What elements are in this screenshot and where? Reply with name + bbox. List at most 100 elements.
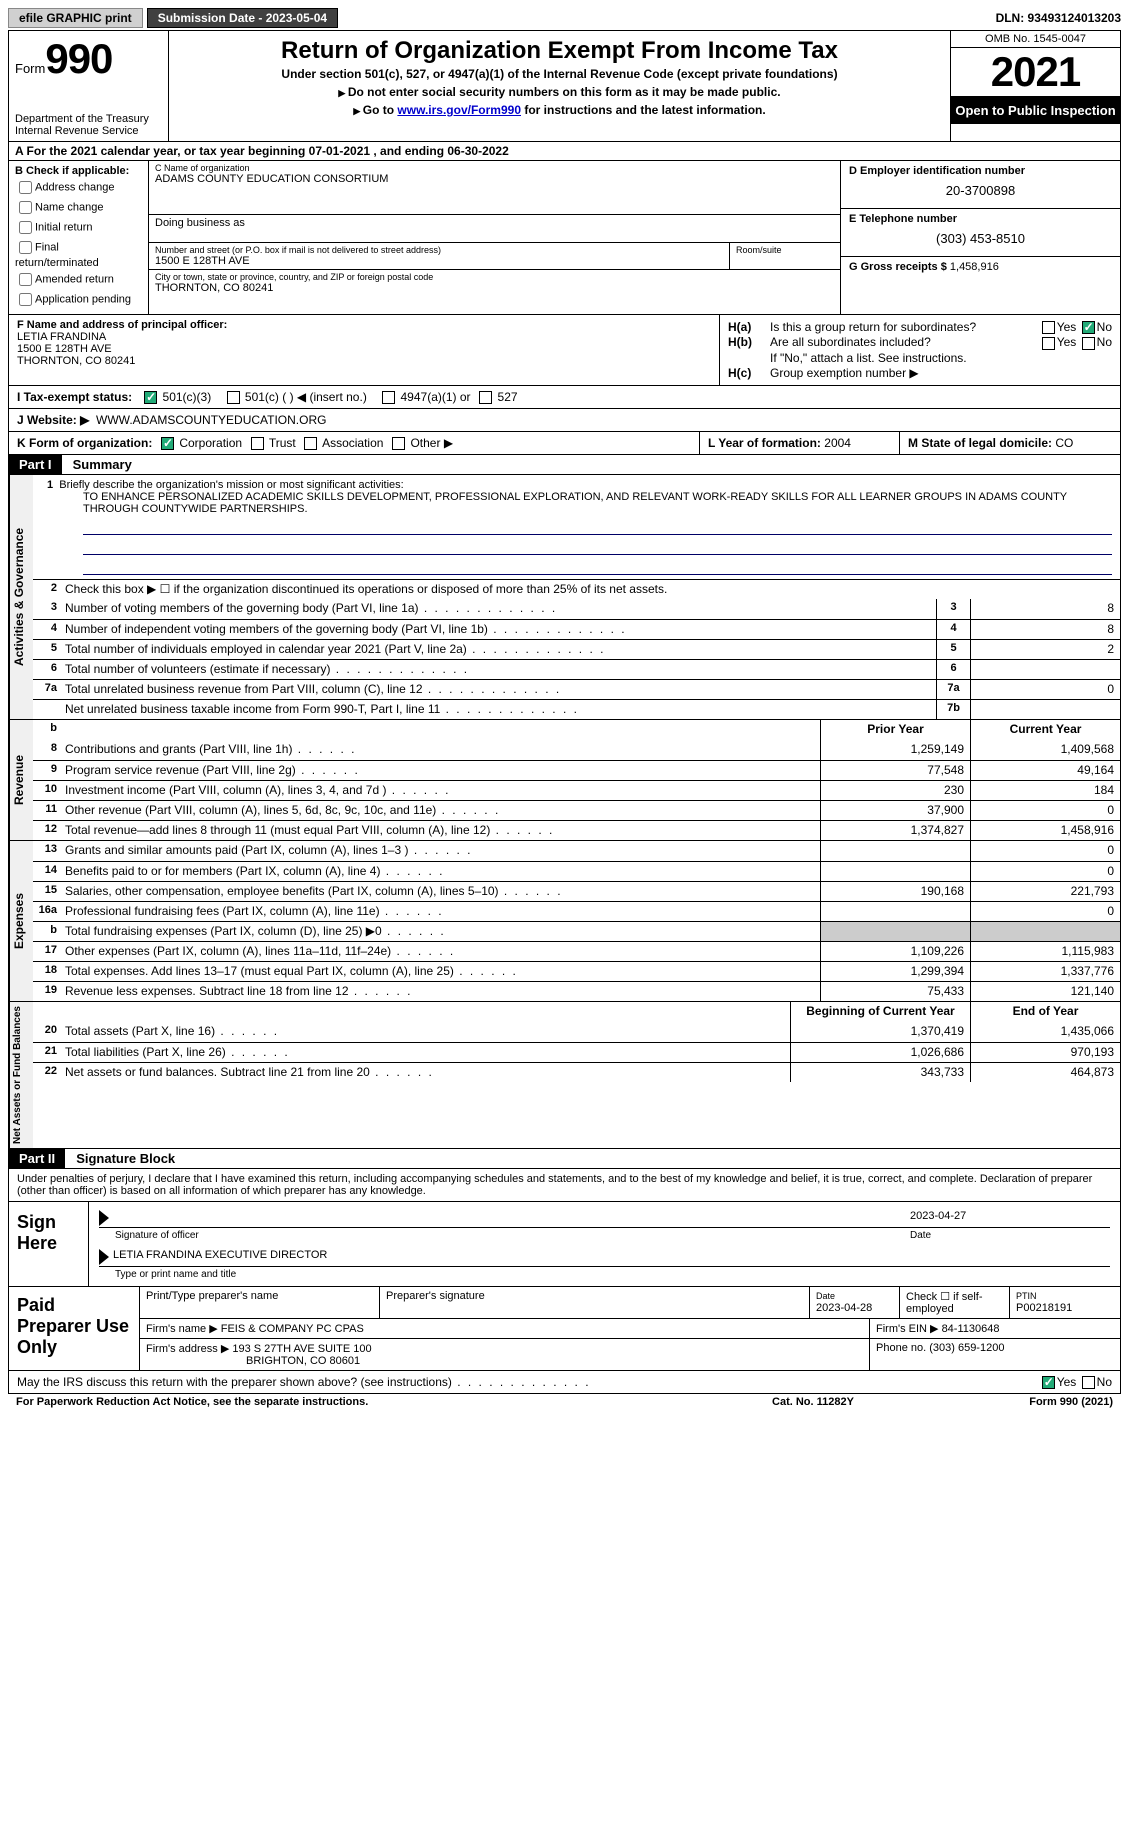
table-row: 3 Number of voting members of the govern… (33, 599, 1120, 619)
hb-options: Yes No (982, 335, 1112, 349)
expenses-block: Expenses 13 Grants and similar amounts p… (9, 841, 1120, 1002)
org-name-box: C Name of organization ADAMS COUNTY EDUC… (149, 161, 840, 215)
table-row: 7a Total unrelated business revenue from… (33, 679, 1120, 699)
ha-yes-checkbox[interactable] (1042, 321, 1055, 334)
mission-block: 1 Briefly describe the organization's mi… (33, 475, 1120, 579)
street-box: Number and street (or P.O. box if mail i… (149, 243, 730, 269)
col-b-header: B Check if applicable: (15, 165, 142, 177)
discuss-yes-checkbox[interactable] (1042, 1376, 1055, 1389)
chk-app-pending[interactable]: Application pending (15, 290, 142, 309)
chk-name-change[interactable]: Name change (15, 198, 142, 217)
officer-street: 1500 E 128TH AVE (17, 343, 711, 355)
submission-button[interactable]: Submission Date - 2023-05-04 (147, 8, 338, 28)
chk-corp[interactable] (161, 437, 174, 450)
dept-treasury: Department of the Treasury (15, 113, 162, 125)
chk-address-change[interactable]: Address change (15, 178, 142, 197)
firm-phone: (303) 659-1200 (929, 1342, 1004, 1354)
chk-final-return[interactable]: Final return/terminated (15, 238, 142, 269)
k-form-org: K Form of organization: Corporation Trus… (9, 432, 700, 454)
website-label: J Website: ▶ (17, 413, 89, 427)
line-2: 2 Check this box ▶ ☐ if the organization… (33, 579, 1120, 599)
m-state: M State of legal domicile: CO (900, 432, 1120, 454)
expenses-body: 13 Grants and similar amounts paid (Part… (33, 841, 1120, 1001)
prep-date: 2023-04-28 (816, 1302, 872, 1314)
officer-label: F Name and address of principal officer: (17, 319, 711, 331)
chk-amended[interactable]: Amended return (15, 270, 142, 289)
subtitle-3: Go to www.irs.gov/Form990 for instructio… (179, 103, 940, 117)
form-number: 990 (45, 35, 112, 82)
hb-yes-checkbox[interactable] (1042, 337, 1055, 350)
l-year: L Year of formation: 2004 (700, 432, 900, 454)
hc-text: Group exemption number ▶ (770, 366, 1112, 380)
form-ref: Form 990 (2021) (913, 1396, 1113, 1408)
chk-initial-return[interactable]: Initial return (15, 218, 142, 237)
netassets-block: Net Assets or Fund Balances Beginning of… (9, 1002, 1120, 1149)
chk-assoc[interactable] (304, 437, 317, 450)
tax-status-label: I Tax-exempt status: (17, 390, 132, 404)
subtitle-1: Under section 501(c), 527, or 4947(a)(1)… (179, 67, 940, 81)
gross-box: G Gross receipts $ 1,458,916 (841, 257, 1120, 277)
room-box: Room/suite (730, 243, 840, 269)
officer-name-title: LETIA FRANDINA EXECUTIVE DIRECTOR (113, 1249, 327, 1265)
discuss-no-checkbox[interactable] (1082, 1376, 1095, 1389)
topbar: efile GRAPHIC print Submission Date - 20… (8, 8, 1121, 28)
ha-no-checkbox[interactable] (1082, 321, 1095, 334)
table-row: 13 Grants and similar amounts paid (Part… (33, 841, 1120, 861)
chk-other[interactable] (392, 437, 405, 450)
section-bcd: B Check if applicable: Address change Na… (9, 161, 1120, 315)
table-row: 19 Revenue less expenses. Subtract line … (33, 981, 1120, 1001)
type-name-label: Type or print name and title (99, 1269, 1110, 1280)
phone-label: E Telephone number (849, 213, 1112, 225)
h-b-row: H(b) Are all subordinates included? Yes … (728, 335, 1112, 349)
tab-netassets: Net Assets or Fund Balances (9, 1002, 33, 1148)
chk-527[interactable] (479, 391, 492, 404)
irs-link[interactable]: www.irs.gov/Form990 (397, 103, 521, 117)
city-label: City or town, state or province, country… (155, 272, 834, 282)
efile-button[interactable]: efile GRAPHIC print (8, 8, 143, 28)
website-value: WWW.ADAMSCOUNTYEDUCATION.ORG (96, 413, 326, 427)
preparer-grid: Print/Type preparer's name Preparer's si… (139, 1287, 1120, 1370)
table-row: 21 Total liabilities (Part X, line 26) 1… (33, 1042, 1120, 1062)
chk-501c[interactable] (227, 391, 240, 404)
sig-arrow-icon-2 (99, 1249, 109, 1265)
street-value: 1500 E 128TH AVE (155, 255, 723, 267)
col-b-checkboxes: B Check if applicable: Address change Na… (9, 161, 149, 314)
h-a-row: H(a) Is this a group return for subordin… (728, 320, 1112, 334)
table-row: 16a Professional fundraising fees (Part … (33, 901, 1120, 921)
cat-no: Cat. No. 11282Y (713, 1396, 913, 1408)
officer-name: LETIA FRANDINA (17, 331, 711, 343)
room-label: Room/suite (736, 245, 834, 255)
q2-text: Check this box ▶ ☐ if the organization d… (61, 580, 1120, 599)
sign-here-label: Sign Here (9, 1202, 89, 1286)
pra-notice: For Paperwork Reduction Act Notice, see … (16, 1396, 713, 1408)
hb-no-checkbox[interactable] (1082, 337, 1095, 350)
paid-preparer-row: Paid Preparer Use Only Print/Type prepar… (9, 1287, 1120, 1370)
header-left: Form990 Department of the Treasury Inter… (9, 31, 169, 141)
current-year-hdr: Current Year (970, 720, 1120, 740)
row-j-website: J Website: ▶ WWW.ADAMSCOUNTYEDUCATION.OR… (9, 409, 1120, 432)
activities-body: 1 Briefly describe the organization's mi… (33, 475, 1120, 719)
part2-title: Signature Block (68, 1149, 183, 1168)
table-row: 18 Total expenses. Add lines 13–17 (must… (33, 961, 1120, 981)
table-row: 15 Salaries, other compensation, employe… (33, 881, 1120, 901)
row-a-calendar: A For the 2021 calendar year, or tax yea… (9, 142, 1120, 161)
chk-501c3[interactable] (144, 391, 157, 404)
org-name-label: C Name of organization (155, 163, 834, 173)
prep-ptin: P00218191 (1016, 1302, 1072, 1314)
sig-arrow-icon (99, 1210, 109, 1226)
table-row: 9 Program service revenue (Part VIII, li… (33, 760, 1120, 780)
table-row: 17 Other expenses (Part IX, column (A), … (33, 941, 1120, 961)
chk-trust[interactable] (251, 437, 264, 450)
revenue-body: b Prior Year Current Year 8 Contribution… (33, 720, 1120, 840)
tab-activities: Activities & Governance (9, 475, 33, 719)
ha-text: Is this a group return for subordinates? (770, 320, 982, 334)
revenue-block: Revenue b Prior Year Current Year 8 Cont… (9, 720, 1120, 841)
street-row: Number and street (or P.O. box if mail i… (149, 243, 840, 270)
table-row: 20 Total assets (Part X, line 16) 1,370,… (33, 1022, 1120, 1042)
m-label: M State of legal domicile: (908, 436, 1052, 450)
chk-4947[interactable] (382, 391, 395, 404)
phone-box: E Telephone number (303) 453-8510 (841, 209, 1120, 257)
ein-label: D Employer identification number (849, 165, 1112, 177)
part1-header-row: Part I Summary (9, 455, 1120, 475)
dba-box: Doing business as (149, 215, 840, 243)
